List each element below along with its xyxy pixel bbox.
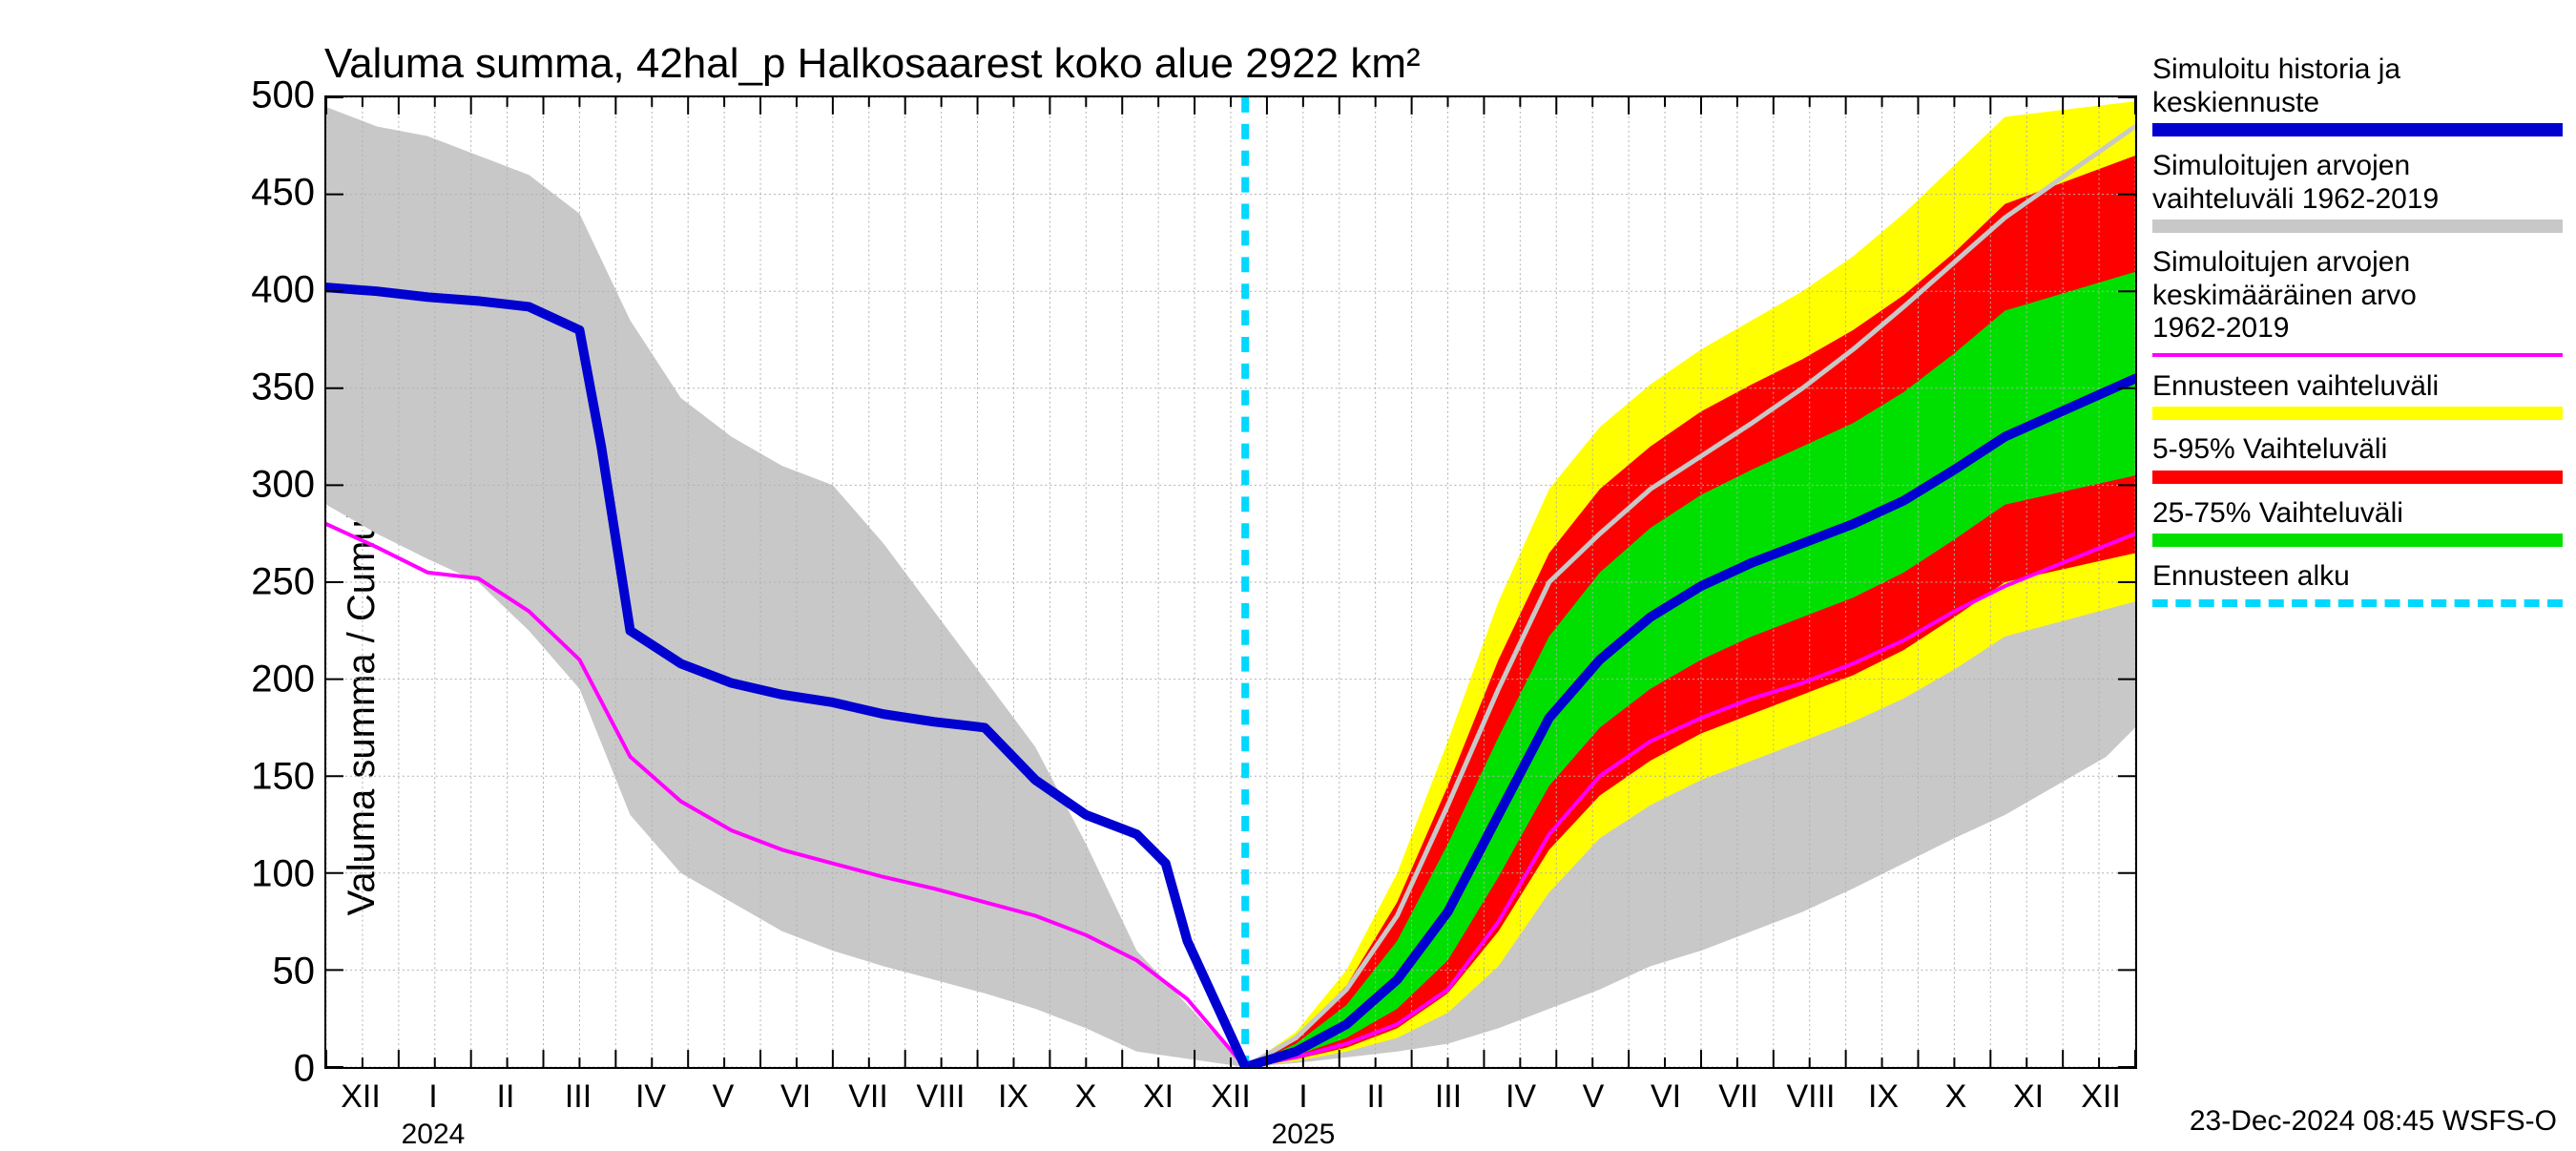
- plot-svg: [326, 97, 2135, 1067]
- legend-label: Simuloitujen arvojen: [2152, 246, 2563, 280]
- legend-label: Ennusteen alku: [2152, 560, 2563, 594]
- x-tick: VI: [780, 1078, 811, 1116]
- x-tick: VII: [1718, 1078, 1758, 1116]
- x-tick: VIII: [1786, 1078, 1835, 1116]
- legend-label: vaihteluväli 1962-2019: [2152, 183, 2563, 217]
- legend-item: Simuloitujen arvojenvaihteluväli 1962-20…: [2152, 150, 2563, 233]
- x-tick: I: [1298, 1078, 1307, 1116]
- footer-timestamp: 23-Dec-2024 08:45 WSFS-O: [2190, 1105, 2557, 1138]
- x-tick: XI: [2013, 1078, 2044, 1116]
- legend-swatch: [2152, 353, 2563, 357]
- x-tick: I: [428, 1078, 437, 1116]
- y-tick: 500: [251, 74, 315, 117]
- legend-item: Simuloitu historia jakeskiennuste: [2152, 53, 2563, 136]
- legend-swatch: [2152, 471, 2563, 484]
- chart-title: Valuma summa, 42hal_p Halkosaarest koko …: [324, 40, 1421, 88]
- year-label: 2025: [1272, 1119, 1336, 1151]
- x-tick: II: [1367, 1078, 1385, 1116]
- y-tick: 0: [294, 1048, 315, 1091]
- x-tick: XII: [2081, 1078, 2121, 1116]
- legend-item: Simuloitujen arvojenkeskimääräinen arvo …: [2152, 246, 2563, 357]
- legend-label: keskimääräinen arvo: [2152, 280, 2563, 313]
- x-tick: V: [1583, 1078, 1605, 1116]
- legend-swatch: [2152, 407, 2563, 420]
- legend-item: Ennusteen vaihteluväli: [2152, 370, 2563, 421]
- x-tick: III: [1435, 1078, 1462, 1116]
- x-tick: II: [497, 1078, 515, 1116]
- chart-canvas: Valuma summa, 42hal_p Halkosaarest koko …: [0, 0, 2576, 1145]
- y-tick: 150: [251, 756, 315, 799]
- y-tick: 50: [273, 951, 316, 994]
- x-tick: XI: [1143, 1078, 1174, 1116]
- x-tick: VI: [1651, 1078, 1681, 1116]
- legend-item: Ennusteen alku: [2152, 560, 2563, 607]
- x-tick: IX: [1868, 1078, 1899, 1116]
- y-tick: 100: [251, 853, 315, 896]
- legend-label: 1962-2019: [2152, 312, 2563, 345]
- x-tick: VII: [848, 1078, 888, 1116]
- y-tick: 400: [251, 269, 315, 312]
- legend: Simuloitu historia jakeskiennusteSimuloi…: [2152, 53, 2563, 620]
- y-tick: 250: [251, 561, 315, 604]
- legend-label: 5-95% Vaihteluväli: [2152, 433, 2563, 467]
- x-tick: III: [565, 1078, 592, 1116]
- legend-item: 25-75% Vaihteluväli: [2152, 497, 2563, 548]
- y-tick: 200: [251, 659, 315, 701]
- legend-swatch: [2152, 534, 2563, 547]
- x-tick: IV: [1506, 1078, 1536, 1116]
- legend-label: Ennusteen vaihteluväli: [2152, 370, 2563, 404]
- x-tick: VIII: [916, 1078, 965, 1116]
- x-tick: IV: [635, 1078, 666, 1116]
- y-tick: 300: [251, 464, 315, 507]
- plot-area: [324, 95, 2137, 1069]
- year-label: 2024: [402, 1119, 466, 1151]
- y-tick: 350: [251, 366, 315, 409]
- y-tick: 450: [251, 172, 315, 215]
- legend-label: Simuloitu historia ja: [2152, 53, 2563, 87]
- legend-swatch: [2152, 599, 2563, 607]
- legend-label: keskiennuste: [2152, 87, 2563, 120]
- legend-swatch: [2152, 123, 2563, 136]
- legend-label: Simuloitujen arvojen: [2152, 150, 2563, 183]
- x-tick: XII: [341, 1078, 381, 1116]
- x-tick: IX: [998, 1078, 1028, 1116]
- x-tick: V: [713, 1078, 735, 1116]
- x-tick: X: [1945, 1078, 1967, 1116]
- legend-item: 5-95% Vaihteluväli: [2152, 433, 2563, 484]
- legend-swatch: [2152, 220, 2563, 233]
- x-tick: X: [1075, 1078, 1097, 1116]
- legend-label: 25-75% Vaihteluväli: [2152, 497, 2563, 531]
- x-tick: XII: [1211, 1078, 1251, 1116]
